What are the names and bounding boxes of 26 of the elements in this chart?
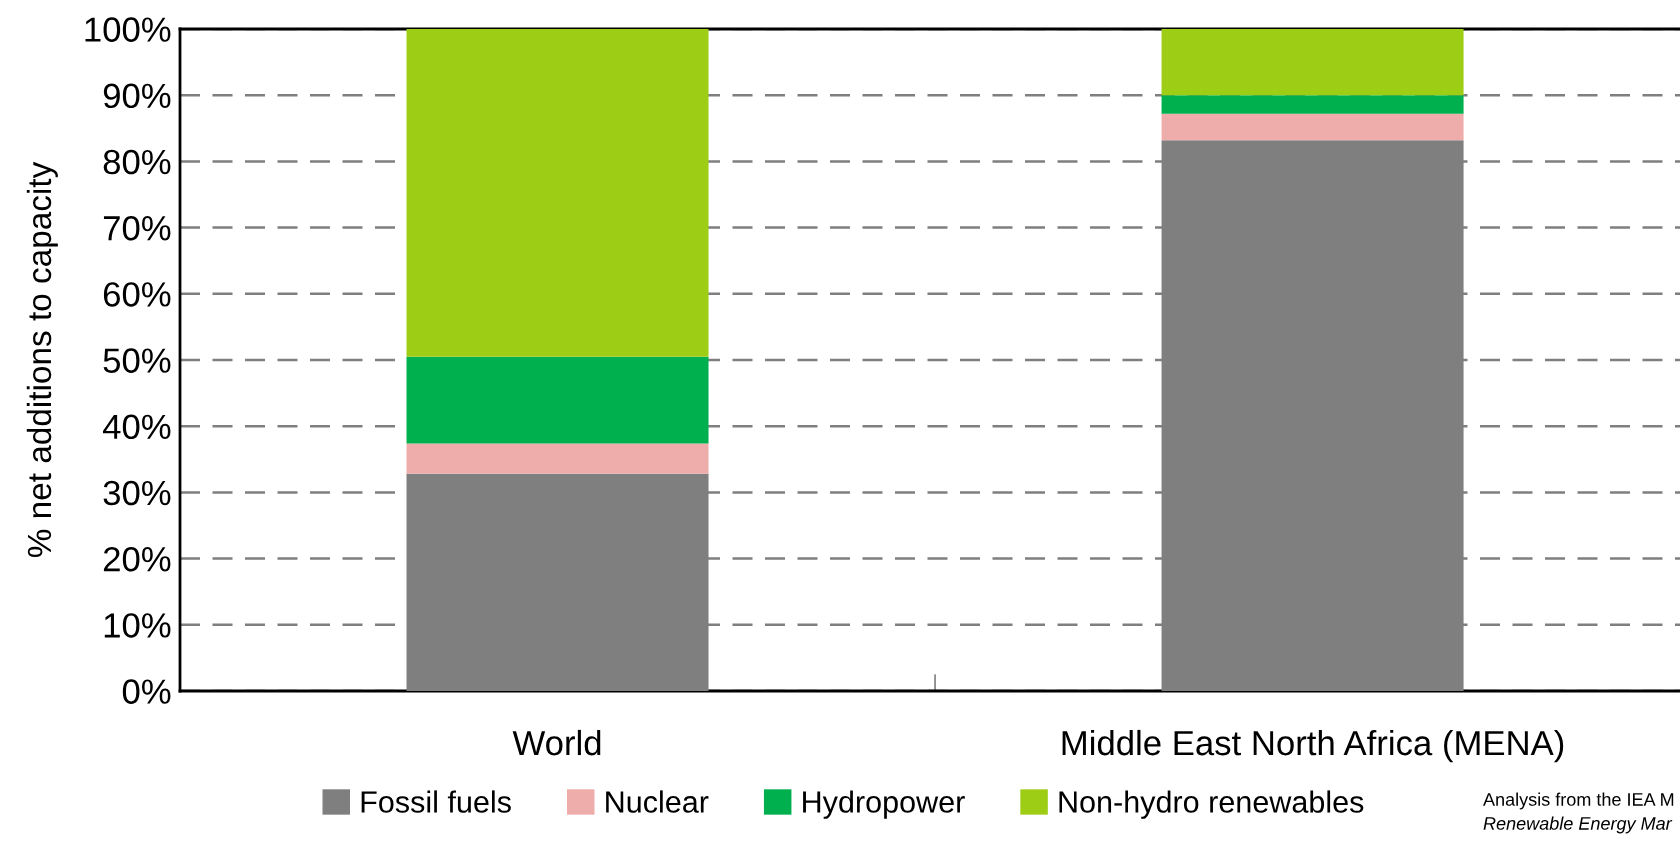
y-tick-label: 50% [103, 348, 171, 373]
bar [406, 356, 709, 444]
y-tick-label: 80% [103, 149, 171, 175]
bar [406, 29, 709, 357]
legend-label: Hydropower [803, 790, 965, 819]
y-tick-label: 10% [104, 613, 171, 638]
y-tick-label: 60% [103, 282, 171, 307]
legend-label: Non-hydro renewables [1059, 790, 1364, 819]
legend-label: Nuclear [606, 790, 709, 813]
y-tick-label: 0% [122, 679, 171, 704]
y-tick-label: 100% [85, 17, 171, 42]
y-tick-label: 20% [103, 546, 171, 572]
bar [1161, 95, 1464, 114]
y-tick-label: 30% [103, 480, 171, 506]
text: Analysis from the IEA M [1483, 792, 1674, 810]
x-tick-label: World [512, 729, 601, 756]
y-axis-title: % net additions to capacity [26, 161, 58, 558]
bar [1161, 113, 1464, 141]
legend-label: Fossil fuels [361, 790, 511, 813]
bar [1161, 29, 1464, 96]
bar [406, 443, 709, 474]
y-tick-label: 90% [103, 83, 171, 109]
y-tick-label: 40% [102, 414, 171, 440]
x-tick-label: Middle East North Africa (MENA) [1062, 729, 1564, 763]
text: Renewable Energy Mar [1483, 816, 1673, 834]
y-tick-label: 70% [103, 215, 171, 241]
